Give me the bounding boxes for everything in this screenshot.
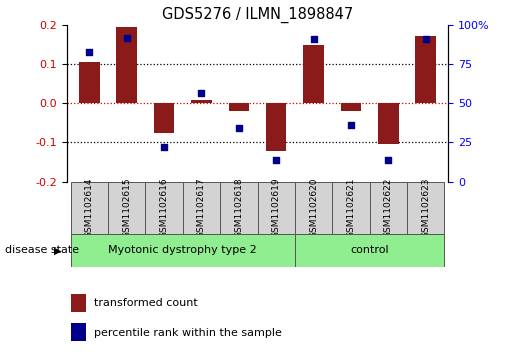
Bar: [145, 182, 183, 234]
Text: GSM1102614: GSM1102614: [85, 178, 94, 238]
Bar: [71, 234, 295, 267]
Bar: [295, 182, 332, 234]
Point: [310, 37, 318, 42]
Bar: [71, 182, 108, 234]
Point: [85, 49, 94, 55]
Bar: [108, 182, 145, 234]
Bar: [378, 103, 399, 144]
Point: [421, 37, 430, 42]
Bar: [407, 182, 444, 234]
Point: [123, 35, 131, 41]
Text: GSM1102616: GSM1102616: [160, 178, 168, 238]
Bar: [154, 103, 175, 133]
Text: transformed count: transformed count: [94, 298, 197, 309]
Bar: [303, 45, 324, 103]
Text: GSM1102623: GSM1102623: [421, 178, 430, 238]
Text: GSM1102618: GSM1102618: [234, 178, 243, 238]
Bar: [370, 182, 407, 234]
Bar: [183, 182, 220, 234]
Bar: [71, 294, 86, 312]
Text: GSM1102615: GSM1102615: [122, 178, 131, 238]
Bar: [258, 182, 295, 234]
Bar: [220, 182, 258, 234]
Bar: [340, 103, 361, 111]
Point: [347, 122, 355, 128]
Text: GSM1102621: GSM1102621: [347, 178, 355, 238]
Text: GSM1102622: GSM1102622: [384, 178, 393, 238]
Bar: [229, 103, 249, 111]
Bar: [116, 27, 137, 103]
Bar: [416, 36, 436, 103]
Bar: [71, 323, 86, 341]
Title: GDS5276 / ILMN_1898847: GDS5276 / ILMN_1898847: [162, 7, 353, 23]
Text: disease state: disease state: [5, 245, 79, 256]
Bar: [295, 234, 444, 267]
Text: GSM1102617: GSM1102617: [197, 178, 206, 238]
Bar: [332, 182, 370, 234]
Point: [384, 157, 392, 163]
Point: [235, 126, 243, 131]
Point: [197, 90, 205, 95]
Text: GSM1102619: GSM1102619: [272, 178, 281, 238]
Text: GSM1102620: GSM1102620: [309, 178, 318, 238]
Bar: [191, 99, 212, 103]
Text: percentile rank within the sample: percentile rank within the sample: [94, 327, 282, 338]
Bar: [266, 103, 286, 151]
Point: [272, 157, 280, 163]
Bar: [79, 62, 99, 103]
Text: control: control: [350, 245, 389, 256]
Point: [160, 144, 168, 150]
Text: ▶: ▶: [54, 245, 62, 256]
Text: Myotonic dystrophy type 2: Myotonic dystrophy type 2: [108, 245, 257, 256]
